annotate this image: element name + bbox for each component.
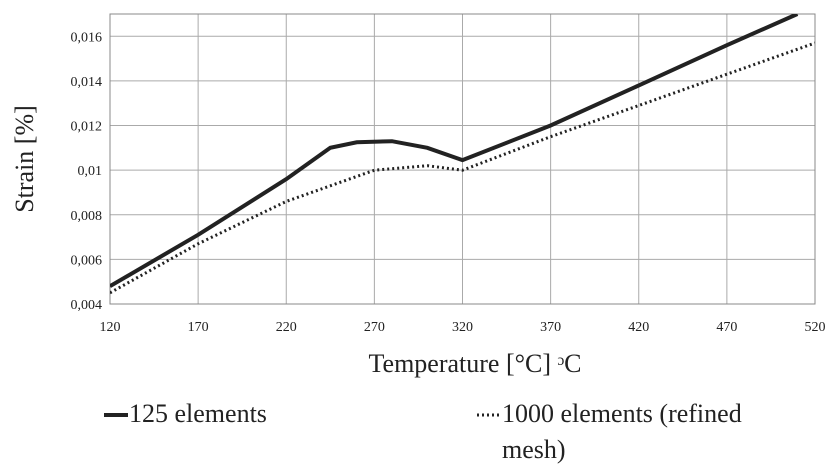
x-tick-label: 320: [452, 320, 473, 335]
legend-swatch: [103, 396, 129, 432]
y-tick-label: 0,006: [71, 253, 103, 268]
legend-item: 1000 elements (refined mesh): [476, 396, 796, 468]
legend-label: 125 elements: [129, 396, 267, 432]
y-axis-title: Strain [%]: [10, 105, 39, 213]
legend-item: 125 elements: [103, 396, 433, 432]
y-tick-label: 0,01: [78, 164, 103, 179]
x-tick-label: 420: [628, 320, 649, 335]
y-tick-label: 0,008: [71, 209, 103, 224]
x-tick-label: 120: [100, 320, 121, 335]
y-tick-label: 0,004: [71, 298, 103, 313]
y-tick-label: 0,016: [71, 30, 103, 45]
x-tick-label: 520: [805, 320, 825, 335]
x-tick-label: 470: [716, 320, 737, 335]
y-tick-label: 0,014: [71, 75, 103, 90]
y-tick-label: 0,012: [71, 120, 103, 135]
legend-swatch: [476, 396, 502, 432]
series-line: [110, 14, 797, 286]
x-tick-label: 270: [364, 320, 385, 335]
x-tick-label: 220: [276, 320, 297, 335]
legend-label: 1000 elements (refined mesh): [502, 396, 796, 468]
x-tick-label: 170: [188, 320, 209, 335]
x-axis-title: Temperature [°C] ᵓC: [368, 349, 581, 378]
x-tick-label: 370: [540, 320, 561, 335]
